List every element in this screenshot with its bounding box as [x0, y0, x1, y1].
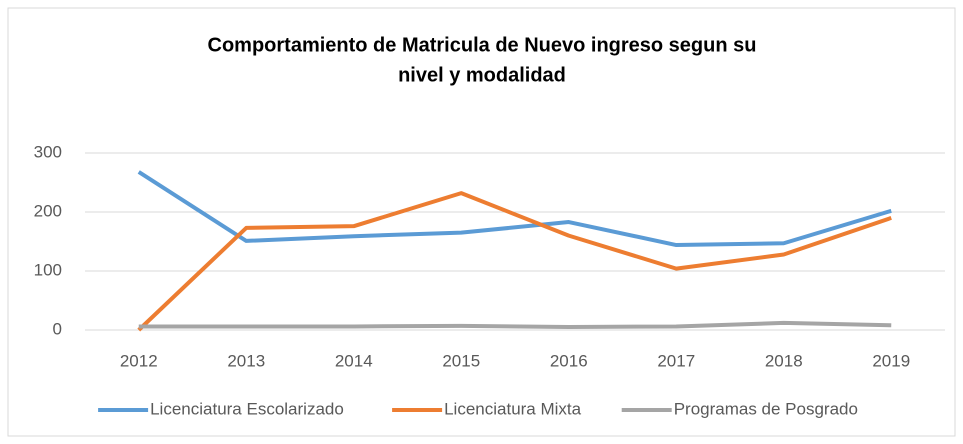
y-tick-label: 300 — [34, 142, 62, 161]
x-tick-label: 2017 — [657, 351, 695, 370]
x-tick-label: 2016 — [550, 351, 588, 370]
series-line — [138, 320, 892, 330]
legend-label: Licenciatura Mixta — [444, 399, 582, 418]
y-tick-label: 0 — [53, 319, 62, 338]
x-tick-label: 2013 — [227, 351, 265, 370]
series-line — [137, 191, 892, 332]
chart-title: Comportamiento de Matricula de Nuevo ing… — [208, 34, 757, 56]
x-tick-label: 2018 — [765, 351, 803, 370]
chart-frame — [7, 7, 956, 437]
x-tick-label: 2012 — [120, 351, 158, 370]
y-tick-label: 200 — [34, 201, 62, 220]
series-line — [137, 170, 892, 248]
x-tick-label: 2019 — [872, 351, 910, 370]
legend-label: Programas de Posgrado — [674, 399, 858, 418]
x-tick-label: 2014 — [335, 351, 373, 370]
x-tick-label: 2015 — [442, 351, 480, 370]
chart-title: nivel y modalidad — [398, 64, 566, 86]
y-tick-label: 100 — [34, 260, 62, 279]
legend-label: Licenciatura Escolarizado — [150, 399, 344, 418]
